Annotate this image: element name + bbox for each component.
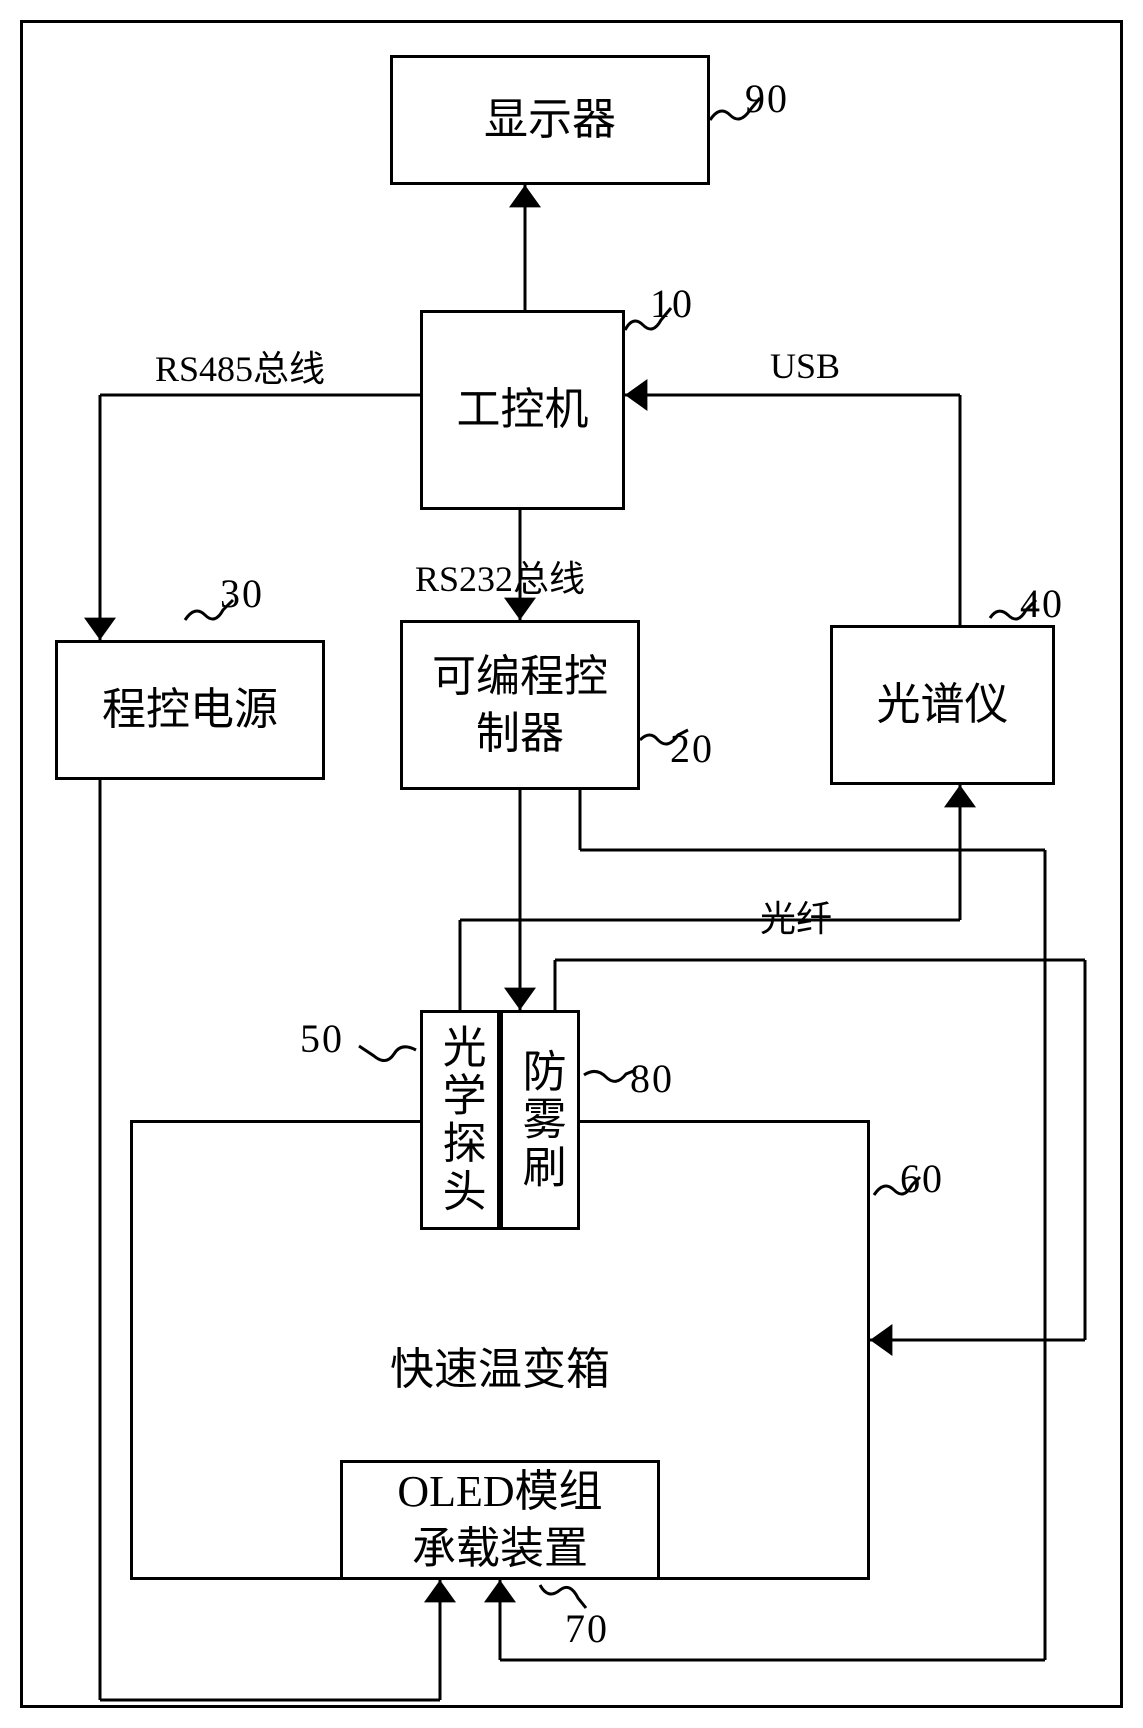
ref-spectrometer: 40 bbox=[1020, 580, 1064, 627]
node-carrier-label: OLED模组承载装置 bbox=[397, 1463, 602, 1577]
label-fiber: 光纤 bbox=[760, 890, 832, 942]
node-ipc: 工控机 bbox=[420, 310, 625, 510]
ref-display: 90 bbox=[745, 75, 789, 122]
node-brush: 防雾刷 bbox=[500, 1010, 580, 1230]
node-plc-label: 可编程控制器 bbox=[432, 648, 608, 762]
ref-psu: 30 bbox=[220, 570, 264, 617]
ref-plc: 20 bbox=[670, 725, 714, 772]
node-brush-label: 防雾刷 bbox=[511, 1048, 568, 1192]
label-rs232: RS232总线 bbox=[415, 550, 585, 602]
node-psu-label: 程控电源 bbox=[102, 681, 278, 738]
ref-carrier: 70 bbox=[565, 1605, 609, 1652]
node-probe: 光学探头 bbox=[420, 1010, 500, 1230]
ref-ipc: 10 bbox=[650, 280, 694, 327]
node-spectrometer-label: 光谱仪 bbox=[877, 676, 1009, 733]
node-carrier: OLED模组承载装置 bbox=[340, 1460, 660, 1580]
node-display: 显示器 bbox=[390, 55, 710, 185]
label-usb: USB bbox=[770, 345, 840, 387]
node-probe-label: 光学探头 bbox=[431, 1024, 488, 1216]
diagram-canvas: 快速温变箱 显示器 工控机 可编程控制器 程控电源 光谱仪 光学探头 防雾刷 O… bbox=[0, 0, 1143, 1728]
label-rs485: RS485总线 bbox=[155, 340, 325, 392]
ref-probe: 50 bbox=[300, 1015, 344, 1062]
node-ipc-label: 工控机 bbox=[457, 381, 589, 438]
node-display-label: 显示器 bbox=[484, 91, 616, 148]
node-spectrometer: 光谱仪 bbox=[830, 625, 1055, 785]
ref-chamber: 60 bbox=[900, 1155, 944, 1202]
node-plc: 可编程控制器 bbox=[400, 620, 640, 790]
node-psu: 程控电源 bbox=[55, 640, 325, 780]
ref-brush: 80 bbox=[630, 1055, 674, 1102]
